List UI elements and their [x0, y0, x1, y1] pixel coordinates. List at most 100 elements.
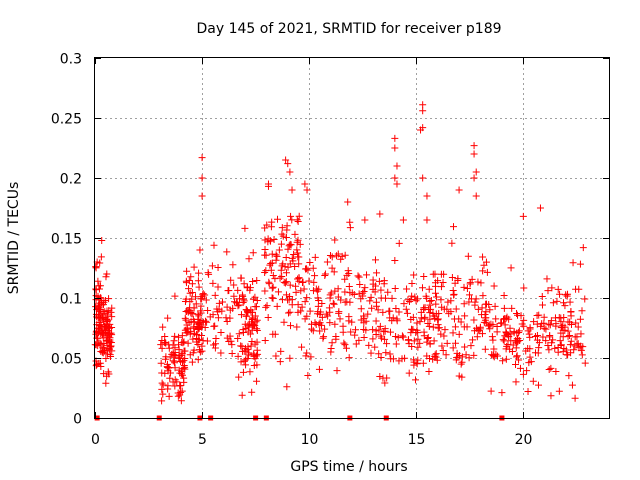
- data-point: [371, 288, 379, 296]
- data-point: [505, 332, 513, 340]
- data-point: [264, 235, 272, 243]
- data-point: [369, 276, 377, 284]
- data-point: [508, 304, 516, 312]
- data-point: [278, 296, 286, 304]
- data-point: [312, 320, 320, 328]
- data-point: [198, 331, 206, 339]
- data-point: [197, 302, 205, 310]
- data-point: [472, 295, 480, 303]
- data-point: [161, 339, 169, 347]
- data-point: [430, 337, 438, 345]
- data-point: [293, 216, 301, 224]
- data-point: [512, 361, 520, 369]
- axis-ticks: [95, 58, 609, 419]
- data-point: [377, 353, 385, 361]
- data-point: [177, 389, 185, 397]
- data-point: [577, 330, 585, 338]
- data-point: [196, 246, 204, 254]
- data-point: [238, 391, 246, 399]
- data-point: [391, 284, 399, 292]
- data-point: [548, 339, 556, 347]
- data-point: [178, 387, 186, 395]
- data-point: [333, 252, 341, 260]
- data-point: [525, 359, 533, 367]
- data-point: [466, 280, 474, 288]
- data-point: [405, 340, 413, 348]
- data-point: [447, 297, 455, 305]
- data-point: [186, 298, 194, 306]
- data-point: [343, 271, 351, 279]
- data-point: [237, 358, 245, 366]
- data-point: [507, 264, 515, 272]
- x-axis-title: GPS time / hours: [290, 459, 407, 475]
- data-point: [184, 307, 192, 315]
- data-point: [261, 268, 269, 276]
- data-point: [287, 212, 295, 220]
- data-point: [376, 210, 384, 218]
- data-point: [209, 311, 217, 319]
- data-point: [251, 293, 259, 301]
- data-point: [502, 355, 510, 363]
- data-point: [223, 303, 231, 311]
- data-point: [188, 358, 196, 366]
- data-point: [346, 218, 354, 226]
- data-point: [374, 306, 382, 314]
- data-point: [246, 330, 254, 338]
- data-point: [455, 315, 463, 323]
- data-point: [279, 232, 287, 240]
- data-point: [452, 305, 460, 313]
- data-point: [395, 239, 403, 247]
- data-point: [451, 339, 459, 347]
- data-point: [437, 296, 445, 304]
- data-point: [233, 298, 241, 306]
- data-point: [489, 321, 497, 329]
- data-point: [194, 277, 202, 285]
- data-point: [269, 272, 277, 280]
- plot-frame: [94, 57, 610, 419]
- data-point: [198, 192, 206, 200]
- data-point: [425, 305, 433, 313]
- data-point: [252, 352, 260, 360]
- data-point: [105, 344, 113, 352]
- data-point: [248, 326, 256, 334]
- data-point: [327, 348, 335, 356]
- data-point: [187, 327, 195, 335]
- y-tick-label: 0.05: [51, 352, 82, 368]
- data-point: [166, 374, 174, 382]
- data-point: [437, 330, 445, 338]
- data-point: [195, 283, 203, 291]
- data-point: [194, 310, 202, 318]
- data-point: [223, 248, 231, 256]
- data-point: [360, 333, 368, 341]
- data-point: [311, 319, 319, 327]
- data-point: [182, 329, 190, 337]
- data-point: [488, 333, 496, 341]
- data-point: [398, 332, 406, 340]
- data-point: [373, 269, 381, 277]
- data-point: [217, 329, 225, 337]
- data-point: [325, 304, 333, 312]
- data-point: [170, 337, 178, 345]
- data-point: [393, 315, 401, 323]
- data-point: [355, 336, 363, 344]
- data-point: [301, 315, 309, 323]
- data-point: [445, 310, 453, 318]
- data-point: [242, 325, 250, 333]
- data-point: [339, 328, 347, 336]
- data-point: [571, 342, 579, 350]
- data-point: [102, 297, 110, 305]
- data-point: [324, 312, 332, 320]
- data-point: [433, 293, 441, 301]
- data-point: [321, 325, 329, 333]
- data-point: [288, 254, 296, 262]
- data-point: [246, 368, 254, 376]
- data-point: [377, 286, 385, 294]
- data-point: [564, 332, 572, 340]
- data-point: [318, 300, 326, 308]
- data-point: [425, 285, 433, 293]
- data-point: [158, 379, 166, 387]
- data-point: [361, 216, 369, 224]
- data-point: [551, 344, 559, 352]
- data-point: [515, 327, 523, 335]
- data-point: [465, 291, 473, 299]
